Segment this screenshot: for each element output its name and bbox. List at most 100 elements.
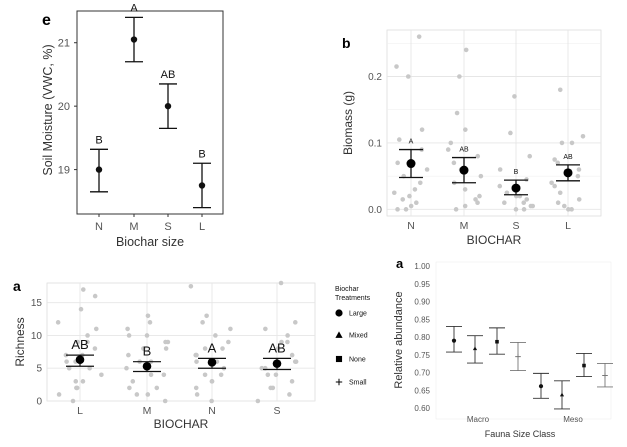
data-point-b [524, 177, 529, 182]
data-point-b [419, 127, 425, 132]
data-point-b [513, 207, 519, 212]
data-point-a-richness [287, 392, 292, 397]
data-point-b [549, 180, 554, 186]
data-point-b [395, 160, 400, 166]
data-point-b [453, 207, 459, 212]
x-tick-label-b: M [460, 220, 469, 232]
data-point-b [569, 207, 574, 212]
mean-point-e [130, 36, 138, 43]
data-point-a-richness [275, 346, 281, 351]
data-point-b [580, 133, 586, 139]
data-point-b [414, 200, 419, 206]
data-point-b [462, 187, 468, 192]
x-axis-title-e: Biochar size [116, 235, 184, 249]
data-point-a-richness [64, 359, 69, 364]
x-axis-title-b: BIOCHAR [467, 233, 522, 247]
data-point-a-richness [125, 326, 130, 332]
significance-letter-e: AB [161, 69, 176, 81]
plot-frame-e [76, 10, 224, 215]
data-point-a-richness [80, 379, 86, 384]
data-point-b [502, 200, 507, 206]
significance-letter-b: AB [459, 147, 469, 154]
data-point-a-richness [285, 333, 290, 338]
data-point-a-richness [127, 385, 132, 391]
data-point-b [569, 140, 575, 146]
y-tick-label-b: 0.0 [368, 205, 382, 216]
data-point-b [416, 34, 422, 39]
x-axis-title-a-relabund: Fauna Size Class [485, 429, 556, 439]
y-tick-label-a-relabund: 0.70 [414, 369, 430, 378]
y-tick-label-a-relabund: 0.95 [414, 280, 430, 289]
data-point-a-richness [204, 313, 209, 319]
data-point-a-richness [162, 398, 168, 404]
y-tick-label-a-richness: 10 [31, 331, 43, 342]
data-point-b [400, 197, 406, 202]
mean-point-small [602, 372, 608, 379]
data-point-a-richness [293, 320, 298, 325]
y-tick-label-b: 0.2 [368, 72, 382, 83]
data-point-b [473, 197, 478, 202]
significance-letter-a-richness: AB [71, 337, 88, 352]
x-tick-label-e: L [199, 221, 205, 233]
data-point-b [424, 167, 430, 172]
data-point-b [521, 207, 527, 212]
significance-letter-a-richness: A [208, 340, 217, 355]
x-tick-label-e: S [164, 221, 171, 233]
data-point-b [457, 74, 462, 79]
legend-key-none [335, 355, 343, 363]
data-point-a-richness [74, 385, 79, 391]
plot-frame-b [386, 29, 602, 217]
significance-letter-b: B [514, 169, 519, 176]
plot-frame-a-relabund [435, 261, 612, 420]
data-point-b [512, 94, 517, 99]
x-axis-title-a-richness: BIOCHAR [154, 417, 209, 431]
data-point-b [412, 187, 418, 192]
data-point-b [561, 203, 567, 209]
data-point-a-richness [163, 339, 168, 345]
data-point-a-richness [209, 379, 215, 384]
data-point-a-richness [145, 392, 151, 397]
data-point-b [559, 140, 565, 146]
y-tick-label-a-relabund: 0.85 [414, 315, 430, 324]
data-point-b [463, 47, 469, 53]
data-point-a-richness [194, 359, 199, 364]
data-point-b [552, 183, 557, 189]
significance-letter-a-richness: AB [268, 340, 285, 355]
data-point-a-richness [80, 287, 86, 292]
legend-key-large [335, 309, 343, 317]
data-point-a-richness [188, 283, 194, 289]
x-tick-label-b: L [565, 220, 571, 232]
data-point-a-richness [148, 372, 154, 378]
y-tick-label-a-relabund: 0.90 [414, 298, 430, 307]
mean-point-a-richness [207, 358, 217, 367]
data-point-a-richness [218, 372, 224, 378]
y-axis-title-a-richness: Richness [13, 317, 27, 366]
data-point-b [395, 207, 400, 212]
data-point-a-richness [278, 280, 284, 286]
data-point-a-richness [85, 339, 90, 345]
mean-point-e [164, 102, 172, 110]
data-point-a-richness [70, 398, 76, 404]
data-point-a-richness [85, 333, 90, 338]
data-point-b [555, 200, 561, 206]
data-point-b [403, 207, 409, 212]
significance-letter-e: A [130, 2, 138, 14]
data-point-b [451, 160, 457, 166]
data-point-a-richness [202, 346, 208, 351]
data-point-a-richness [194, 392, 200, 397]
y-tick-label-b: 0.1 [368, 138, 382, 149]
data-point-a-richness [92, 293, 98, 299]
data-point-a-richness [141, 346, 146, 351]
legend-label-small: Small [349, 380, 367, 387]
mean-point-none [582, 363, 586, 368]
data-point-a-richness [226, 339, 231, 345]
data-point-a-richness [63, 352, 69, 358]
data-point-a-richness [99, 372, 104, 378]
data-point-a-richness [75, 339, 81, 345]
x-tick-label-a-richness: L [77, 405, 83, 417]
data-point-b [478, 173, 484, 179]
data-point-a-richness [93, 326, 99, 332]
data-point-a-richness [145, 313, 151, 319]
data-point-b [576, 167, 582, 172]
data-point-b [407, 193, 412, 199]
